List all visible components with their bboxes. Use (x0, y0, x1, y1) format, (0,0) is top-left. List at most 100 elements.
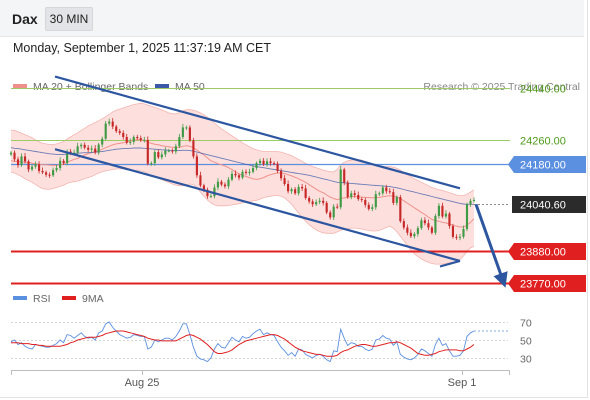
candle-body (462, 228, 465, 237)
rsi-axis-label: 30 (520, 354, 532, 366)
candle-body (164, 150, 167, 155)
candle-body (385, 187, 388, 192)
candle-body (174, 146, 177, 152)
candle-body (83, 144, 86, 148)
candle-body (325, 202, 328, 213)
candle-body (52, 170, 55, 176)
rsi-axis-label: 70 (520, 318, 532, 330)
candle-body (437, 205, 441, 216)
candle-body (336, 206, 339, 208)
level-label-last: 24040.60 (520, 200, 566, 212)
candle-body (241, 171, 244, 178)
candle-body (157, 152, 160, 158)
candle-body (171, 150, 174, 152)
candle-body (90, 148, 93, 150)
candle-body (223, 184, 227, 187)
candle-body (304, 188, 307, 198)
candle-body (294, 189, 297, 194)
candle-body (44, 172, 48, 175)
level-label-pivot: 24180.00 (520, 160, 566, 172)
candle-body (441, 205, 444, 217)
trend-channel (54, 75, 508, 288)
level-label-bg-last (512, 196, 586, 213)
toolbar: Dax 30 MIN (0, 0, 584, 37)
candle-body (350, 193, 353, 198)
candle-body (59, 160, 62, 169)
projection-arrow (474, 203, 508, 288)
rsi-line (10, 321, 475, 363)
rsi-legend-swatch (13, 296, 27, 300)
rsi-ma-line (11, 330, 475, 357)
candle-body (30, 166, 34, 170)
candle-body (265, 161, 269, 165)
candle-body (311, 201, 314, 205)
candle-body (20, 156, 23, 166)
candle-body (153, 152, 156, 164)
candle-body (322, 200, 325, 203)
candle-body (139, 138, 142, 140)
candle-body (357, 195, 360, 200)
candle-body (399, 197, 402, 222)
candle-body (115, 126, 118, 132)
candle-body (178, 136, 181, 147)
candle-body (346, 182, 349, 198)
candle-body (374, 194, 377, 208)
channel-upper-line (54, 75, 461, 190)
rsi-panel: 70 50 30 (10, 318, 532, 366)
candle-body (297, 186, 300, 194)
candle-body (118, 131, 121, 133)
candle-body (97, 144, 100, 153)
rsi-ma-legend-label: 9MA (82, 293, 104, 305)
candle-body (413, 233, 416, 237)
candle-body (234, 173, 237, 176)
candle-body (230, 173, 234, 180)
level-label-bg-support (508, 243, 586, 260)
level-label-resistance: 24260.00 (520, 136, 566, 148)
candle-body (427, 223, 430, 228)
ma50-line (10, 147, 474, 205)
candle-body (227, 179, 230, 187)
candle-body (209, 196, 213, 198)
candle-body (430, 227, 433, 233)
candle-body (101, 138, 104, 145)
candle-body (469, 200, 472, 205)
x-axis-label: Aug 25 (125, 377, 160, 389)
x-axis-label: Sep 1 (448, 377, 477, 389)
candle-body (276, 163, 279, 171)
candle-body (94, 148, 97, 153)
rsi-legend-label: RSI (33, 293, 51, 305)
candle-body (73, 152, 76, 154)
candlesticks (9, 118, 476, 241)
candle-body (181, 127, 184, 137)
candle-body (69, 151, 72, 153)
candle-body (80, 144, 83, 147)
candle-body (283, 178, 286, 184)
candle-body (458, 236, 462, 238)
candle-body (125, 136, 128, 143)
candle-body (329, 212, 332, 218)
candle-body (55, 168, 58, 171)
candle-body (202, 185, 205, 190)
candle-body (188, 127, 191, 141)
candle-body (272, 163, 276, 165)
candle-body (353, 193, 356, 196)
candle-body (381, 187, 384, 194)
candle-body (150, 163, 153, 165)
candle-body (455, 236, 458, 238)
candle-body (23, 156, 27, 162)
candle-body (416, 228, 419, 234)
level-label-support: 23770.00 (520, 279, 566, 291)
candle-body (13, 152, 16, 160)
copyright-credit: Research © 2025 Trading Central (423, 81, 580, 93)
channel-lower-line (54, 148, 461, 262)
candle-body (423, 220, 426, 224)
candle-body (111, 121, 114, 127)
bollinger-upper-line (11, 102, 475, 197)
candle-body (206, 189, 209, 197)
rsi-axis-label: 50 (520, 336, 532, 348)
level-label-support: 23880.00 (520, 247, 566, 259)
candle-body (287, 184, 290, 192)
candle-body (122, 132, 125, 137)
timeframe-button[interactable]: 30 MIN (45, 7, 93, 31)
